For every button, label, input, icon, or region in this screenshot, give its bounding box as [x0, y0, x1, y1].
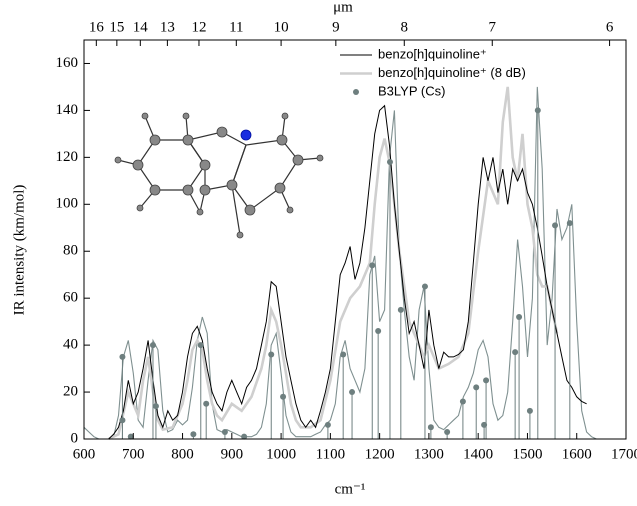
- stick-dot: [375, 328, 382, 335]
- stick-dot: [421, 283, 428, 290]
- stick-dot: [119, 353, 126, 360]
- stick-dot: [386, 159, 393, 166]
- molecule-atoms: [114, 112, 324, 239]
- y-tick-label: 0: [71, 430, 79, 446]
- stick-dot: [369, 262, 376, 269]
- stick-dot: [340, 351, 347, 358]
- x-tick-label: 1300: [414, 446, 444, 462]
- y-tick-label: 100: [56, 196, 79, 212]
- x2-axis-label: μm: [333, 0, 353, 15]
- x-tick-label: 1000: [266, 446, 296, 462]
- stick-dot: [203, 400, 210, 407]
- stick-dot: [349, 389, 356, 396]
- y-tick-label: 120: [56, 149, 79, 165]
- x2-tick-label: 11: [229, 19, 243, 35]
- stick-dot: [127, 433, 134, 440]
- stick-dot: [190, 431, 197, 438]
- x-tick-label: 600: [73, 446, 96, 462]
- stick-dot: [534, 107, 541, 114]
- stick-dot: [197, 342, 204, 349]
- stick-dot: [241, 433, 248, 440]
- x-tick-label: 1200: [365, 446, 395, 462]
- x-tick-label: 1400: [463, 446, 493, 462]
- stick-dot: [324, 421, 331, 428]
- stick-dot: [427, 424, 434, 431]
- x2-tick-label: 13: [160, 19, 175, 35]
- stick-dot: [526, 407, 533, 414]
- x-tick-label: 800: [171, 446, 194, 462]
- x2-tick-label: 8: [401, 19, 409, 35]
- stick-dot: [152, 403, 159, 410]
- y-tick-label: 40: [63, 337, 78, 353]
- x2-tick-label: 7: [489, 19, 497, 35]
- stick-dot: [566, 220, 573, 227]
- x-tick-label: 1100: [316, 446, 345, 462]
- x-tick-label: 900: [221, 446, 244, 462]
- frame: [83, 39, 627, 440]
- y-axis-label: IR intensity (km/mol): [11, 185, 27, 316]
- legend-label: benzo[h]quinoline⁺ (8 dB): [378, 65, 526, 80]
- x2-tick-label: 12: [191, 19, 206, 35]
- plot-area: [83, 86, 626, 441]
- stick-dot: [552, 222, 559, 229]
- x-tick-label: 700: [122, 446, 145, 462]
- stick-dot: [268, 351, 275, 358]
- x-tick-label: 1600: [562, 446, 592, 462]
- series-line: [108, 104, 587, 440]
- legend-label: benzo[h]quinoline⁺: [378, 46, 487, 61]
- y-tick-label: 60: [63, 290, 78, 306]
- x2-tick-label: 14: [133, 19, 149, 35]
- x-axis-label: cm⁻¹: [335, 481, 366, 497]
- stick-dot: [119, 417, 126, 424]
- stick-dot: [149, 342, 156, 349]
- stick-dot: [280, 393, 287, 400]
- y-tick-label: 160: [56, 55, 79, 71]
- stick-dot: [444, 428, 451, 435]
- stick-dot: [473, 384, 480, 391]
- stick-dot: [483, 377, 490, 384]
- x2-tick-label: 6: [606, 19, 614, 35]
- stick-dot: [459, 398, 466, 405]
- x-tick-label: 1500: [512, 446, 542, 462]
- stick-dot: [221, 428, 228, 435]
- x2-tick-label: 15: [109, 19, 124, 35]
- stick-dot: [512, 349, 519, 356]
- y-tick-label: 140: [56, 102, 79, 118]
- legend-marker: [353, 89, 359, 95]
- x2-tick-label: 10: [274, 19, 289, 35]
- y-tick-label: 80: [63, 243, 78, 259]
- x2-tick-label: 16: [89, 19, 105, 35]
- series-line: [108, 86, 559, 441]
- stick-dot: [397, 306, 404, 313]
- stick-dot: [516, 313, 523, 320]
- x2-tick-label: 9: [332, 19, 340, 35]
- y-tick-label: 20: [63, 383, 78, 399]
- legend-label: B3LYP (Cs): [378, 83, 445, 98]
